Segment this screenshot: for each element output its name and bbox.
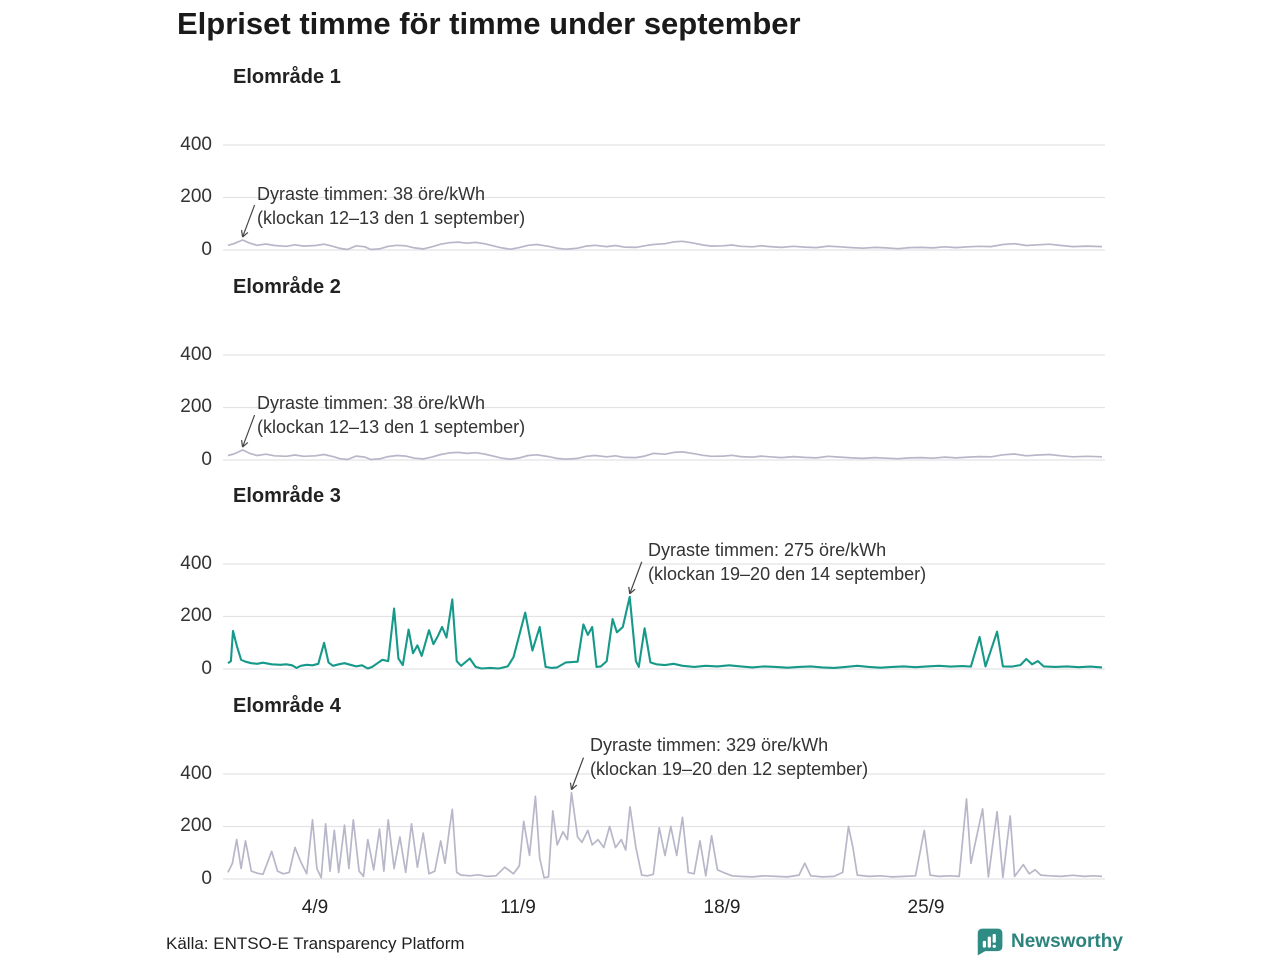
- line-chart-elomrade-1: [223, 144, 1105, 251]
- peak-annotation: Dyraste timmen: 329 öre/kWh (klockan 19–…: [590, 733, 868, 781]
- chart-section-elomrade-1: Elområde 1 400 200 0 Dyraste timmen: 38 …: [0, 66, 1280, 301]
- annotation-line: Dyraste timmen: 38 öre/kWh: [257, 184, 486, 204]
- y-axis-tick-200: 200: [180, 605, 212, 626]
- x-axis-tick: 4/9: [301, 897, 329, 918]
- y-axis-tick-0: 0: [201, 239, 212, 260]
- line-chart-elomrade-3: [223, 561, 1105, 670]
- y-axis-tick-200: 200: [180, 396, 212, 417]
- source-caption: Källa: ENTSO-E Transparency Platform: [166, 934, 465, 953]
- peak-annotation: Dyraste timmen: 38 öre/kWh (klockan 12–1…: [257, 182, 525, 230]
- x-axis-tick: 18/9: [703, 897, 741, 918]
- y-axis-tick-400: 400: [180, 553, 212, 574]
- price-line: [227, 449, 1103, 461]
- chart-subtitle: Elområde 2: [233, 276, 341, 298]
- price-line: [227, 595, 1103, 670]
- page-title: Elpriset timme för timme under september: [177, 6, 801, 41]
- chart-subtitle: Elområde 3: [233, 485, 341, 507]
- annotation-arrow: [240, 204, 256, 238]
- peak-annotation: Dyraste timmen: 38 öre/kWh (klockan 12–1…: [257, 391, 525, 439]
- annotation-line: Dyraste timmen: 275 öre/kWh: [648, 540, 887, 560]
- chart-subtitle: Elområde 4: [233, 695, 341, 717]
- annotation-line: (klockan 12–13 den 1 september): [257, 417, 526, 437]
- y-axis-tick-0: 0: [201, 658, 212, 679]
- chart-subtitle: Elområde 1: [233, 66, 341, 88]
- x-axis-tick: 25/9: [907, 897, 945, 918]
- line-chart-elomrade-2: [223, 354, 1105, 461]
- annotation-line: (klockan 19–20 den 12 september): [590, 759, 869, 779]
- y-axis-tick-200: 200: [180, 815, 212, 836]
- newsworthy-bar-chart-icon: [977, 928, 1003, 956]
- y-axis-tick-0: 0: [201, 868, 212, 889]
- peak-annotation: Dyraste timmen: 275 öre/kWh (klockan 19–…: [648, 538, 926, 586]
- annotation-arrow: [628, 561, 643, 595]
- y-axis-tick-400: 400: [180, 763, 212, 784]
- annotation-arrow: [569, 757, 585, 791]
- newsworthy-wordmark: Newsworthy: [1011, 931, 1123, 952]
- x-axis-tick: 11/9: [500, 897, 536, 918]
- price-line: [227, 791, 1103, 879]
- annotation-line: (klockan 12–13 den 1 september): [257, 208, 526, 228]
- line-chart-elomrade-4: [223, 757, 1105, 880]
- chart-section-elomrade-4: Elområde 4 400 200 0 Dyraste timmen: 329…: [0, 695, 1280, 960]
- annotation-line: (klockan 19–20 den 14 september): [648, 564, 927, 584]
- newsworthy-logo: Newsworthy: [974, 927, 1123, 957]
- annotation-arrow: [240, 414, 256, 448]
- y-axis-tick-200: 200: [180, 186, 212, 207]
- price-line: [227, 239, 1103, 251]
- y-axis-tick-0: 0: [201, 449, 212, 470]
- y-axis-tick-400: 400: [180, 344, 212, 365]
- annotation-line: Dyraste timmen: 38 öre/kWh: [257, 393, 486, 413]
- chart-section-elomrade-3: Elområde 3 400 200 0 Dyraste timmen: 275…: [0, 485, 1280, 720]
- y-axis-tick-400: 400: [180, 134, 212, 155]
- annotation-line: Dyraste timmen: 329 öre/kWh: [590, 735, 829, 755]
- chart-section-elomrade-2: Elområde 2 400 200 0 Dyraste timmen: 38 …: [0, 276, 1280, 511]
